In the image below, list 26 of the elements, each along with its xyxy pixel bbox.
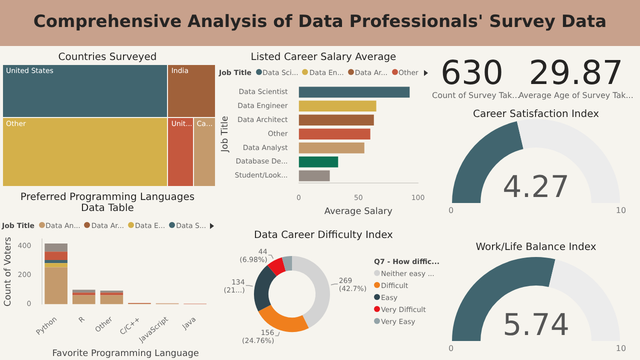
category-label: Count of Survey Tak... bbox=[432, 91, 520, 100]
data-label: 5.74 bbox=[502, 308, 570, 343]
chart-title: Data Career Difficulty Index bbox=[253, 230, 394, 241]
chart-title: Preferred Programming Languages Data Table bbox=[19, 192, 196, 214]
bar bbox=[44, 260, 68, 264]
bar bbox=[72, 292, 96, 296]
bar bbox=[44, 267, 68, 304]
data-label: 630 bbox=[440, 53, 504, 92]
bar bbox=[72, 295, 96, 304]
x-axis-title: Favorite Programming Language bbox=[52, 348, 200, 359]
chart-title: Listed Career Salary Average bbox=[250, 52, 398, 63]
gauge-dial: 4.27 0 10 bbox=[432, 119, 640, 215]
bar bbox=[100, 292, 124, 296]
text: Career Satisfaction Index bbox=[472, 109, 600, 120]
y-axis-title: Job Title bbox=[220, 116, 231, 154]
text: Comprehensive Analysis of Data Professionals' Survey Data bbox=[32, 12, 608, 32]
text: Work/Life Balance Index bbox=[474, 242, 598, 253]
data-label: 4.27 bbox=[502, 170, 570, 205]
bar bbox=[44, 252, 68, 260]
bar bbox=[100, 295, 124, 304]
y-axis-title: Count of Voters bbox=[4, 236, 14, 306]
x-axis-title: Average Salary bbox=[324, 206, 394, 217]
bar bbox=[44, 244, 68, 252]
text: Countries Surveyed bbox=[57, 52, 158, 63]
bar bbox=[44, 263, 68, 268]
data-label: 29.87 bbox=[528, 53, 624, 92]
